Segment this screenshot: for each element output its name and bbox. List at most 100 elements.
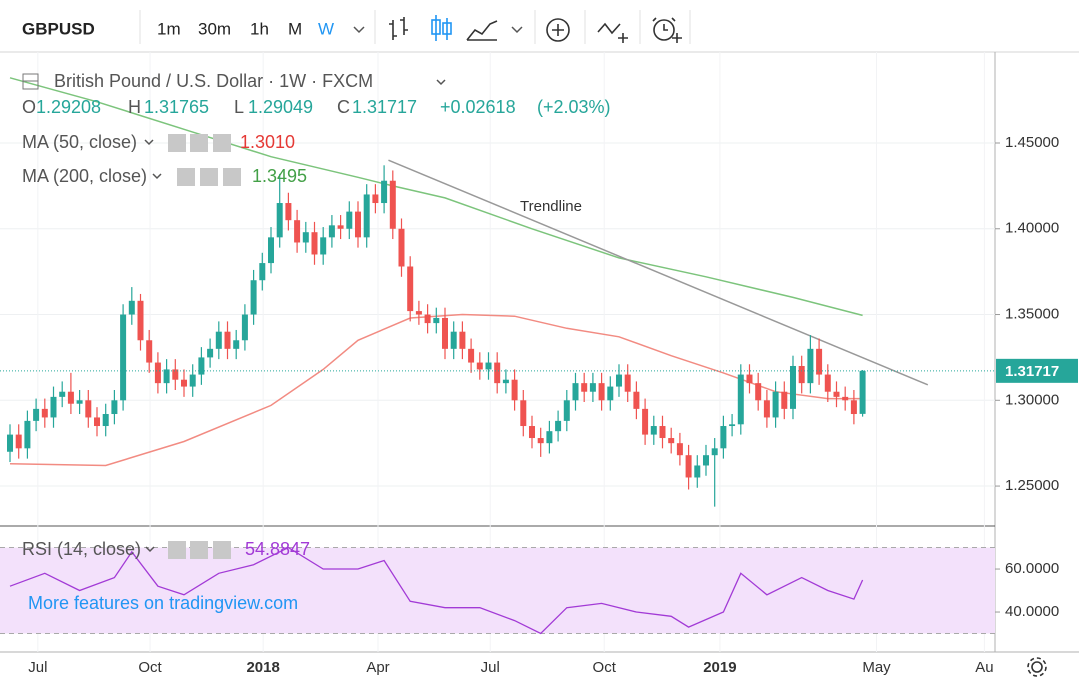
candle-body <box>850 400 857 415</box>
title-dropdown[interactable] <box>436 79 446 86</box>
ma-legend: MA (50, close) <box>22 132 137 152</box>
candle-body <box>381 180 388 204</box>
candle-body <box>189 374 196 387</box>
rsi-controls[interactable] <box>168 541 231 559</box>
bar-style-icon[interactable] <box>389 17 408 40</box>
candle-body <box>746 374 753 384</box>
candle-body <box>102 414 109 427</box>
area-style-icon[interactable] <box>466 20 498 41</box>
candle-body <box>320 237 327 255</box>
candle-body <box>720 426 727 449</box>
compare-icon[interactable] <box>597 22 628 43</box>
candle-body <box>67 391 74 404</box>
candle-body <box>15 434 22 449</box>
ma-controls[interactable] <box>177 168 241 186</box>
y-tick-label: 1.30000 <box>1005 391 1059 408</box>
ma-controls[interactable] <box>168 134 231 152</box>
x-tick-label: 2018 <box>246 659 279 676</box>
candle-body <box>250 280 257 315</box>
candle-body <box>737 374 744 425</box>
x-tick-label: Apr <box>366 659 389 676</box>
ohlc-value: 1.31765 <box>144 97 209 117</box>
interval-button[interactable]: 1h <box>250 19 269 38</box>
interval-button[interactable]: 30m <box>198 19 231 38</box>
candle-body <box>94 417 101 427</box>
rsi-pane <box>0 546 995 635</box>
candle-body <box>642 408 649 435</box>
candle-body <box>789 365 796 409</box>
toolbar: GBPUSD 1m 30m 1h M W <box>0 10 1079 53</box>
candle-body <box>563 400 570 421</box>
candle-body <box>494 362 501 384</box>
interval-button[interactable]: W <box>318 19 334 38</box>
alert-icon[interactable] <box>652 17 682 43</box>
y-tick-label: 1.45000 <box>1005 134 1059 151</box>
candle-body <box>50 396 57 418</box>
candle-body <box>424 314 431 324</box>
interval-button[interactable]: M <box>288 19 302 38</box>
candle-body <box>650 426 657 435</box>
candle-body <box>702 455 709 466</box>
ma-value: 1.3010 <box>240 132 295 152</box>
indicators-icon[interactable] <box>546 18 570 42</box>
candle-body <box>781 391 788 409</box>
candle-body <box>633 391 640 409</box>
candle-body <box>476 362 483 370</box>
ma-value: 1.3495 <box>252 166 307 186</box>
ma-dropdown[interactable] <box>152 173 162 180</box>
candle-body <box>146 340 153 363</box>
candle-body <box>207 348 214 358</box>
candle-body <box>415 311 422 315</box>
candle-body <box>337 225 344 229</box>
candle-body <box>224 331 231 349</box>
candle-body <box>328 225 335 238</box>
style-dropdown[interactable] <box>511 26 523 34</box>
x-tick-label: Oct <box>138 659 162 676</box>
change-percent: (+2.03%) <box>537 97 611 117</box>
change: +0.02618 <box>440 97 516 117</box>
candle-body <box>407 266 414 312</box>
candle-body <box>181 379 188 387</box>
candle-body <box>137 300 144 341</box>
ohlc-letter: O <box>22 97 36 117</box>
trendline-label: Trendline <box>520 198 582 215</box>
candle-body <box>520 400 527 427</box>
candle-body <box>198 357 205 375</box>
ohlc-value: 1.29208 <box>36 97 101 117</box>
candle-body <box>694 465 701 478</box>
ma-dropdown[interactable] <box>144 139 154 146</box>
candle-body <box>468 348 475 363</box>
candle-body <box>615 374 622 387</box>
interval-button[interactable]: 1m <box>157 19 181 38</box>
x-tick-label: Jul <box>481 659 500 676</box>
candle-body <box>581 383 588 392</box>
candle-body <box>354 211 361 238</box>
candle-body <box>433 317 440 324</box>
ma-legend: MA (200, close) <box>22 166 147 186</box>
legend: British Pound / U.S. Dollar · 1W · FXCM … <box>22 71 611 613</box>
candle-body <box>572 383 579 401</box>
candle-body <box>363 194 370 238</box>
settings-icon[interactable] <box>1027 657 1047 677</box>
candle-body <box>816 348 823 375</box>
rsi-band <box>0 547 995 634</box>
watermark[interactable]: More features on tradingview.com <box>28 593 298 613</box>
candle-body <box>302 232 309 243</box>
candle-body <box>120 314 127 401</box>
candle-body <box>511 379 518 401</box>
moving-average-line <box>9 77 863 317</box>
candle-body <box>459 331 466 349</box>
candle-body <box>824 374 831 392</box>
interval-dropdown[interactable] <box>353 26 365 34</box>
ohlc-letter: C <box>337 97 350 117</box>
candle-body <box>389 180 396 229</box>
candle-body <box>233 340 240 349</box>
candle-style-icon[interactable] <box>431 15 452 41</box>
series-title: British Pound / U.S. Dollar · 1W · FXCM <box>54 71 373 91</box>
candle-body <box>267 237 274 264</box>
rsi-dropdown[interactable] <box>145 546 155 553</box>
symbol[interactable]: GBPUSD <box>22 19 95 38</box>
y-tick-label: 1.40000 <box>1005 220 1059 237</box>
x-tick-label: Oct <box>593 659 617 676</box>
